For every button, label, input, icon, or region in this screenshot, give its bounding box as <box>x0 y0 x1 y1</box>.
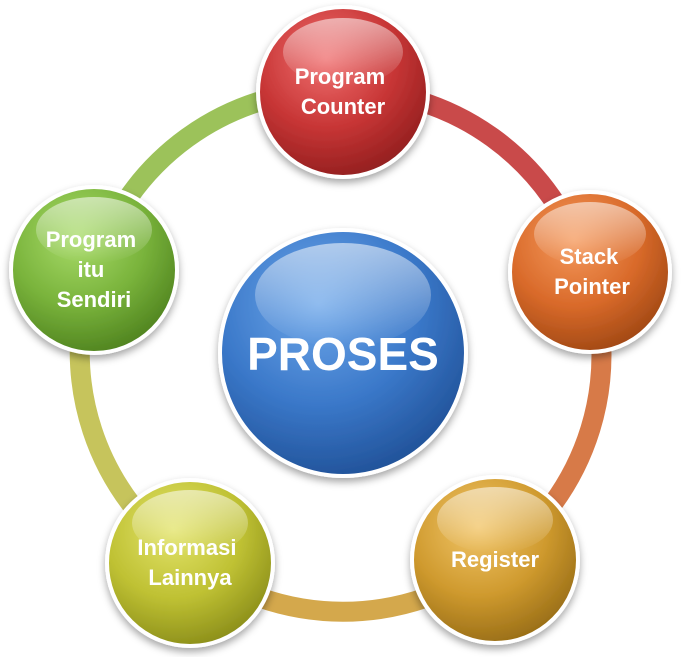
svg-text:Register: Register <box>451 547 539 572</box>
node-stack-pointer: Stack Pointer <box>508 190 672 354</box>
node-informasi-lainnya: Informasi Lainnya <box>105 478 275 648</box>
node-program-counter: Program Counter <box>256 5 430 179</box>
svg-text:Program Counter: Program Counter <box>295 64 392 119</box>
node-label-line: Program <box>46 227 136 252</box>
svg-text:Stack Pointer: Stack Pointer <box>554 244 630 299</box>
node-label-line: Lainnya <box>148 565 232 590</box>
svg-text:Program itu Sendir: Program itu Sendiri <box>46 227 143 312</box>
node-label-line: Counter <box>301 94 386 119</box>
node-label-line: Sendiri <box>57 287 132 312</box>
node-label-line: Informasi <box>137 535 236 560</box>
node-label-line: Program <box>295 64 385 89</box>
node-label-line: Stack <box>560 244 619 269</box>
center-label: PROSES <box>247 328 439 380</box>
center-node: PROSES <box>218 228 468 478</box>
node-register: Register <box>410 475 580 645</box>
svg-text:Informasi Lainnya: Informasi Lainnya <box>137 535 242 590</box>
node-program-itu-sendiri: Program itu Sendiri <box>9 185 179 355</box>
node-label-line: itu <box>77 257 104 282</box>
node-label-line: Register <box>451 547 539 572</box>
node-label-line: Pointer <box>554 274 630 299</box>
